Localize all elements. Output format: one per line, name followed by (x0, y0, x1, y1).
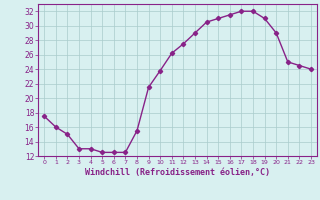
X-axis label: Windchill (Refroidissement éolien,°C): Windchill (Refroidissement éolien,°C) (85, 168, 270, 177)
